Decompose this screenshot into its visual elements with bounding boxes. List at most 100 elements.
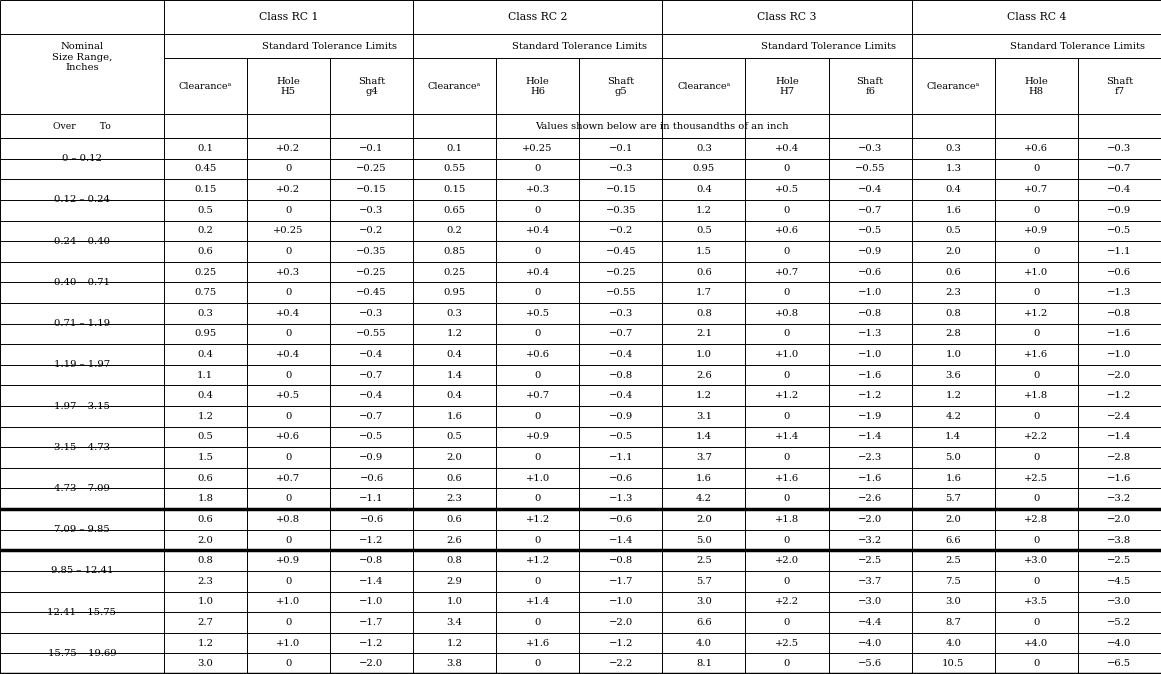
Text: +1.0: +1.0 [526, 474, 550, 483]
Text: 2.0: 2.0 [945, 247, 961, 256]
Text: +0.3: +0.3 [526, 185, 550, 194]
Text: 1.0: 1.0 [695, 350, 712, 359]
Text: 0: 0 [534, 536, 541, 545]
Text: +1.6: +1.6 [774, 474, 799, 483]
Text: 0: 0 [534, 453, 541, 462]
Text: −0.7: −0.7 [608, 330, 633, 338]
Text: +3.0: +3.0 [1024, 556, 1048, 565]
Text: −0.7: −0.7 [360, 371, 383, 379]
Text: 6.6: 6.6 [697, 618, 712, 627]
Text: 0.8: 0.8 [447, 556, 462, 565]
Text: Standard Tolerance Limits: Standard Tolerance Limits [512, 42, 647, 51]
Text: 3.8: 3.8 [447, 659, 462, 668]
Text: −2.8: −2.8 [1108, 453, 1132, 462]
Text: −0.8: −0.8 [608, 371, 633, 379]
Text: 1.2: 1.2 [447, 638, 462, 648]
Text: +0.4: +0.4 [526, 268, 550, 276]
Text: 0.4: 0.4 [945, 185, 961, 194]
Text: −1.0: −1.0 [858, 350, 882, 359]
Text: −4.5: −4.5 [1108, 577, 1132, 586]
Text: 5.7: 5.7 [945, 494, 961, 503]
Text: 0: 0 [1033, 659, 1039, 668]
Text: 2.0: 2.0 [945, 515, 961, 524]
Text: 0: 0 [534, 288, 541, 297]
Text: −0.5: −0.5 [608, 433, 633, 441]
Text: +0.9: +0.9 [1024, 226, 1048, 235]
Text: 9.85 – 12.41: 9.85 – 12.41 [51, 566, 113, 576]
Text: 0.6: 0.6 [945, 268, 961, 276]
Text: +0.8: +0.8 [774, 309, 799, 317]
Text: 1.0: 1.0 [447, 597, 462, 607]
Text: −0.15: −0.15 [605, 185, 636, 194]
Text: 0: 0 [784, 536, 791, 545]
Text: −0.55: −0.55 [606, 288, 636, 297]
Text: 1.2: 1.2 [447, 330, 462, 338]
Text: 0: 0 [534, 371, 541, 379]
Text: +1.6: +1.6 [526, 638, 550, 648]
Text: Class RC 4: Class RC 4 [1007, 12, 1066, 22]
Text: +0.5: +0.5 [526, 309, 550, 317]
Text: Class RC 2: Class RC 2 [507, 12, 568, 22]
Text: 0: 0 [1033, 288, 1039, 297]
Text: 7.09 – 9.85: 7.09 – 9.85 [53, 525, 110, 534]
Text: −0.6: −0.6 [858, 268, 882, 276]
Text: 0: 0 [1033, 618, 1039, 627]
Text: −0.3: −0.3 [858, 144, 882, 153]
Text: −1.4: −1.4 [608, 536, 633, 545]
Text: 0.55: 0.55 [444, 164, 466, 173]
Text: 0.8: 0.8 [695, 309, 712, 317]
Text: 2.6: 2.6 [447, 536, 462, 545]
Text: +0.6: +0.6 [776, 226, 799, 235]
Text: 1.6: 1.6 [945, 474, 961, 483]
Text: 0.1: 0.1 [197, 144, 214, 153]
Text: −0.4: −0.4 [359, 350, 383, 359]
Text: −0.7: −0.7 [360, 412, 383, 421]
Text: −0.55: −0.55 [356, 330, 387, 338]
Text: Class RC 3: Class RC 3 [757, 12, 816, 22]
Text: +1.2: +1.2 [1024, 309, 1048, 317]
Text: 0.5: 0.5 [197, 433, 214, 441]
Text: 0: 0 [286, 577, 291, 586]
Text: +0.2: +0.2 [276, 185, 301, 194]
Text: 2.7: 2.7 [197, 618, 214, 627]
Text: 0: 0 [534, 659, 541, 668]
Text: +2.0: +2.0 [774, 556, 799, 565]
Text: 0: 0 [784, 206, 791, 215]
Text: 0: 0 [1033, 247, 1039, 256]
Text: 4.2: 4.2 [695, 494, 712, 503]
Text: 0.75: 0.75 [194, 288, 216, 297]
Text: −2.5: −2.5 [1108, 556, 1132, 565]
Text: −0.45: −0.45 [356, 288, 387, 297]
Text: 1.5: 1.5 [695, 247, 712, 256]
Text: 0.1: 0.1 [447, 144, 462, 153]
Text: +1.2: +1.2 [774, 391, 799, 400]
Text: 0: 0 [534, 164, 541, 173]
Text: 1.5: 1.5 [197, 453, 214, 462]
Text: 0: 0 [784, 659, 791, 668]
Text: 0: 0 [534, 412, 541, 421]
Text: 0: 0 [784, 371, 791, 379]
Text: −0.6: −0.6 [608, 515, 633, 524]
Text: Shaft
g5: Shaft g5 [607, 77, 634, 96]
Text: 0.5: 0.5 [945, 226, 961, 235]
Text: 1.0: 1.0 [945, 350, 961, 359]
Text: 2.6: 2.6 [697, 371, 712, 379]
Text: 3.1: 3.1 [695, 412, 712, 421]
Text: 0.25: 0.25 [194, 268, 216, 276]
Text: −0.3: −0.3 [608, 309, 633, 317]
Text: Shaft
g4: Shaft g4 [358, 77, 385, 96]
Text: +0.25: +0.25 [273, 226, 304, 235]
Text: 0.85: 0.85 [444, 247, 466, 256]
Text: −6.5: −6.5 [1108, 659, 1132, 668]
Text: −2.0: −2.0 [608, 618, 633, 627]
Text: +2.8: +2.8 [1024, 515, 1048, 524]
Text: 0.5: 0.5 [447, 433, 462, 441]
Text: 0.4: 0.4 [197, 391, 214, 400]
Text: +0.7: +0.7 [774, 268, 799, 276]
Text: +1.8: +1.8 [1024, 391, 1048, 400]
Text: 0: 0 [286, 412, 291, 421]
Text: −0.4: −0.4 [608, 350, 633, 359]
Text: 4.0: 4.0 [945, 638, 961, 648]
Text: +0.4: +0.4 [276, 309, 301, 317]
Text: 3.6: 3.6 [945, 371, 961, 379]
